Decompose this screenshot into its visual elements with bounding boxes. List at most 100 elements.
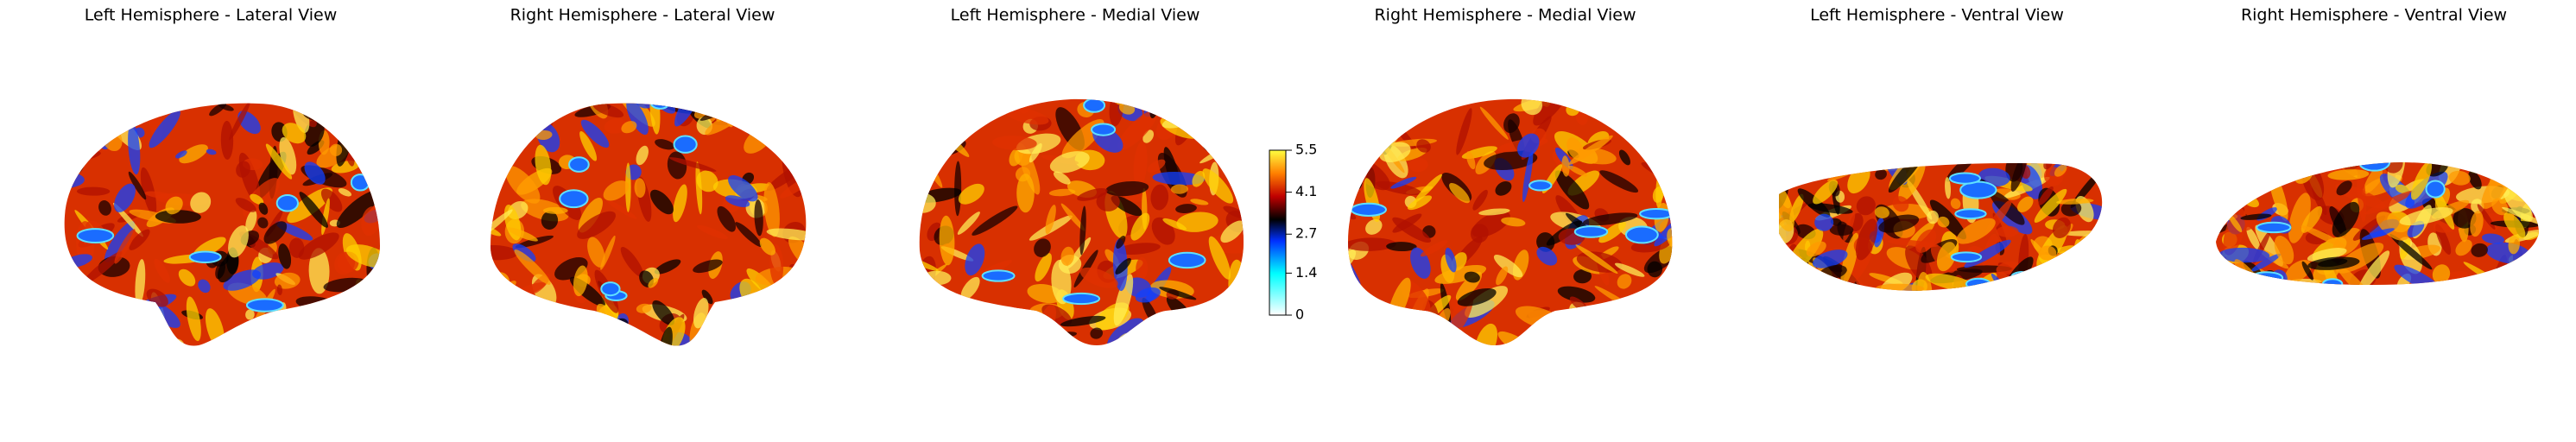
cold-spot	[275, 193, 300, 212]
texture-blob	[64, 315, 107, 325]
texture-blob	[2240, 213, 2272, 220]
texture-blob	[1647, 261, 1663, 278]
texture-blob	[1115, 258, 1131, 275]
texture-blob	[1392, 217, 1431, 243]
texture-blob	[1170, 184, 1188, 194]
texture-blob	[1479, 106, 1509, 140]
texture-blob	[2468, 170, 2482, 190]
texture-blob	[2307, 248, 2347, 262]
texture-blob	[1409, 324, 1432, 345]
texture-blob	[2029, 283, 2052, 291]
texture-blob	[490, 245, 518, 261]
texture-blob	[992, 136, 1037, 150]
texture-blob	[542, 206, 568, 214]
texture-blob	[1201, 309, 1217, 335]
texture-blob	[129, 229, 150, 250]
texture-blob	[1598, 221, 1627, 243]
cold-spot	[76, 228, 115, 243]
texture-blob	[714, 332, 745, 344]
texture-blob	[1474, 323, 1497, 345]
texture-blob	[2527, 254, 2539, 271]
texture-blob	[1117, 243, 1161, 255]
texture-blob	[1633, 121, 1653, 138]
texture-blob	[1813, 180, 1839, 205]
texture-blob	[198, 279, 211, 294]
texture-blob	[217, 253, 239, 283]
texture-blob	[1814, 213, 1834, 231]
texture-blob	[1049, 151, 1090, 174]
texture-blob	[1536, 246, 1558, 266]
texture-blob	[756, 298, 799, 331]
texture-blob	[654, 259, 681, 275]
texture-blob	[76, 186, 111, 196]
texture-blob	[2228, 214, 2243, 233]
texture-blob	[1937, 216, 1950, 228]
cold-spot	[559, 189, 589, 209]
texture-blob	[1175, 204, 1197, 213]
texture-blob	[2216, 183, 2225, 193]
texture-blob	[2088, 237, 2103, 267]
texture-blob	[927, 119, 970, 157]
texture-blob	[114, 229, 136, 264]
texture-blob	[1472, 189, 1488, 211]
texture-blob	[1418, 98, 1440, 112]
texture-blob	[505, 166, 541, 204]
texture-blob	[744, 310, 757, 323]
texture-blob	[128, 171, 147, 200]
texture-blob	[740, 306, 773, 345]
texture-blob	[1390, 176, 1417, 189]
texture-blob	[105, 301, 152, 329]
texture-blob	[347, 103, 370, 136]
texture-blob	[1596, 99, 1621, 109]
colorbar-tick-label: 0	[1295, 306, 1304, 323]
texture-blob	[149, 110, 180, 148]
texture-blob	[154, 258, 170, 283]
texture-blob	[1367, 98, 1399, 118]
texture-blob	[1177, 309, 1225, 332]
texture-blob	[1950, 198, 1961, 210]
texture-blob	[1407, 195, 1433, 211]
texture-blob	[1109, 98, 1124, 127]
texture-blob	[175, 150, 187, 159]
texture-blob	[620, 246, 644, 278]
texture-blob	[621, 121, 637, 134]
colorbar	[1269, 149, 1287, 316]
texture-blob	[98, 200, 111, 216]
texture-blob	[1077, 188, 1108, 201]
texture-blob	[1420, 240, 1448, 257]
texture-blob	[583, 319, 592, 346]
texture-blob	[228, 225, 249, 258]
texture-blob	[1348, 98, 1364, 115]
texture-blob	[716, 103, 758, 122]
texture-blob	[1807, 203, 1853, 214]
cold-spot	[2524, 181, 2539, 193]
texture-blob	[2060, 248, 2093, 285]
texture-blob	[144, 311, 163, 346]
texture-blob	[1472, 211, 1510, 237]
texture-blob	[1159, 287, 1197, 300]
texture-blob	[2085, 283, 2103, 291]
texture-blob	[1150, 184, 1169, 211]
texture-blob	[1416, 139, 1431, 153]
texture-blob	[759, 237, 775, 256]
texture-blob	[1386, 242, 1417, 252]
texture-blob	[919, 271, 929, 288]
texture-blob	[255, 320, 267, 332]
texture-blob	[725, 195, 750, 207]
texture-blob	[1804, 268, 1816, 280]
texture-blob	[744, 323, 765, 346]
texture-blob	[1605, 98, 1653, 119]
texture-blob	[1396, 323, 1426, 345]
texture-blob	[1888, 239, 1939, 248]
texture-blob	[82, 131, 111, 144]
texture-blob	[649, 189, 674, 215]
cold-spot	[1954, 208, 1987, 220]
texture-blob	[1855, 218, 1878, 261]
texture-blob	[2054, 164, 2067, 177]
texture-blob	[1178, 331, 1224, 345]
texture-blob	[2481, 233, 2505, 244]
texture-blob	[1595, 337, 1628, 345]
texture-blob	[1567, 165, 1588, 177]
texture-blob	[2526, 165, 2539, 184]
texture-blob	[1130, 212, 1150, 241]
